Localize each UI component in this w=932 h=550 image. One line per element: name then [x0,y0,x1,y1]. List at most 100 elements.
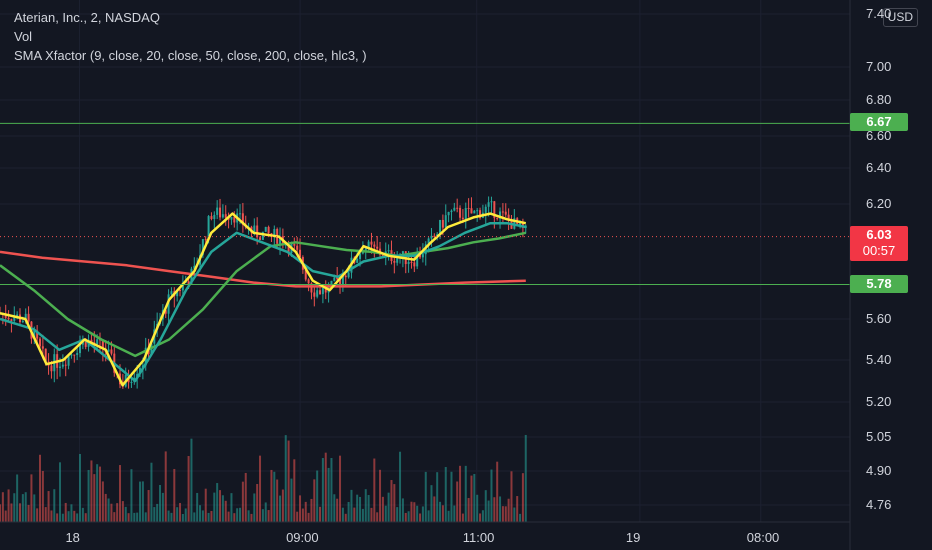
volume-bar [290,478,293,522]
candle-body [273,228,276,236]
symbol-title[interactable]: Aterian, Inc., 2, NASDAQ [14,10,160,25]
candle-body [179,290,182,292]
volume-bar [84,513,87,522]
candle-body [190,268,193,285]
time-tick-label: 08:00 [746,530,780,545]
candle-body [504,211,507,215]
candle-body [479,210,482,218]
bar-countdown: 00:57 [862,243,896,258]
volume-bar [301,508,304,522]
candle-body [13,317,16,321]
candle-body [261,231,264,240]
candle-body [487,202,490,207]
candle-body [61,364,64,367]
volume-bar [201,510,204,522]
candle-body [396,258,399,263]
candle-body [427,238,430,245]
candle-body [370,241,373,245]
volume-bar [347,501,350,522]
volume-bar [519,513,522,522]
volume-bar [299,495,302,522]
volume-bar [136,512,139,522]
candle-body [413,262,416,267]
volume-bar [450,471,453,522]
volume-bar [144,512,147,522]
candle-body [476,210,479,212]
candle-body [456,207,459,209]
candle-body [453,207,456,211]
volume-bar [67,511,70,522]
volume-bar [253,493,256,522]
candle-body [467,208,470,210]
candle-body [64,364,67,366]
volume-bar [330,457,333,522]
price-tick-label: 6.20 [866,196,892,211]
volume-bar [150,462,153,522]
volume-bar [213,492,216,522]
volume-bar [173,468,176,522]
volume-bar [361,508,364,522]
candle-body [344,275,347,278]
volume-bar [310,498,313,522]
volume-bar [387,492,390,522]
candle-body [39,338,42,347]
volume-bar [141,481,144,522]
price-tick-label: 6.80 [866,92,892,107]
volume-bar [510,471,513,522]
volume-bar [104,493,107,522]
candle-body [473,210,476,214]
candle-body [259,237,262,240]
volume-bar [396,507,399,522]
volume-bar [36,508,39,522]
candle-body [519,221,522,226]
candle-body [110,349,113,354]
volume-bar [390,480,393,522]
volume-bar [181,513,184,522]
candle-body [59,366,62,368]
candle-body [79,344,82,354]
volume-bar [427,510,430,522]
volume-bar [319,506,322,522]
candle-body [50,365,53,372]
volume-bar [247,510,250,522]
volume-bar [210,510,213,522]
time-tick-label: 19 [625,530,641,545]
volume-bar [93,474,96,522]
currency-button[interactable]: USD [882,8,918,27]
volume-bar [139,481,142,522]
volume-bar [341,507,344,522]
candle-body [36,330,39,339]
volume-bar [487,500,490,522]
candle-body [441,219,444,228]
candle-body [107,349,110,352]
volume-bar [524,434,527,522]
candle-body [287,244,290,253]
time-tick-label: 18 [65,530,80,545]
volume-bar [99,466,102,522]
volume-bar [496,461,499,522]
volume-bar [4,510,7,522]
volume-indicator-label[interactable]: Vol [14,29,33,44]
volume-bar [133,512,136,522]
volume-bar [276,479,279,522]
candle-body [84,338,87,347]
volume-bar [167,510,170,522]
volume-bar [24,492,27,522]
volume-bar [430,485,433,522]
volume-bar [79,453,82,522]
candle-body [241,213,244,225]
candle-body [330,280,333,287]
volume-bar [407,511,410,522]
volume-bar [50,510,53,522]
sma-indicator-label[interactable]: SMA Xfactor (9, close, 20, close, 50, cl… [14,48,367,63]
volume-bar [161,492,164,522]
candle-body [470,208,473,214]
volume-bar [30,474,33,522]
volume-bar [53,489,56,522]
candle-body [130,381,133,383]
candle-body [490,201,493,203]
candle-body [416,253,419,267]
candle-body [430,235,433,239]
candle-body [319,290,322,295]
